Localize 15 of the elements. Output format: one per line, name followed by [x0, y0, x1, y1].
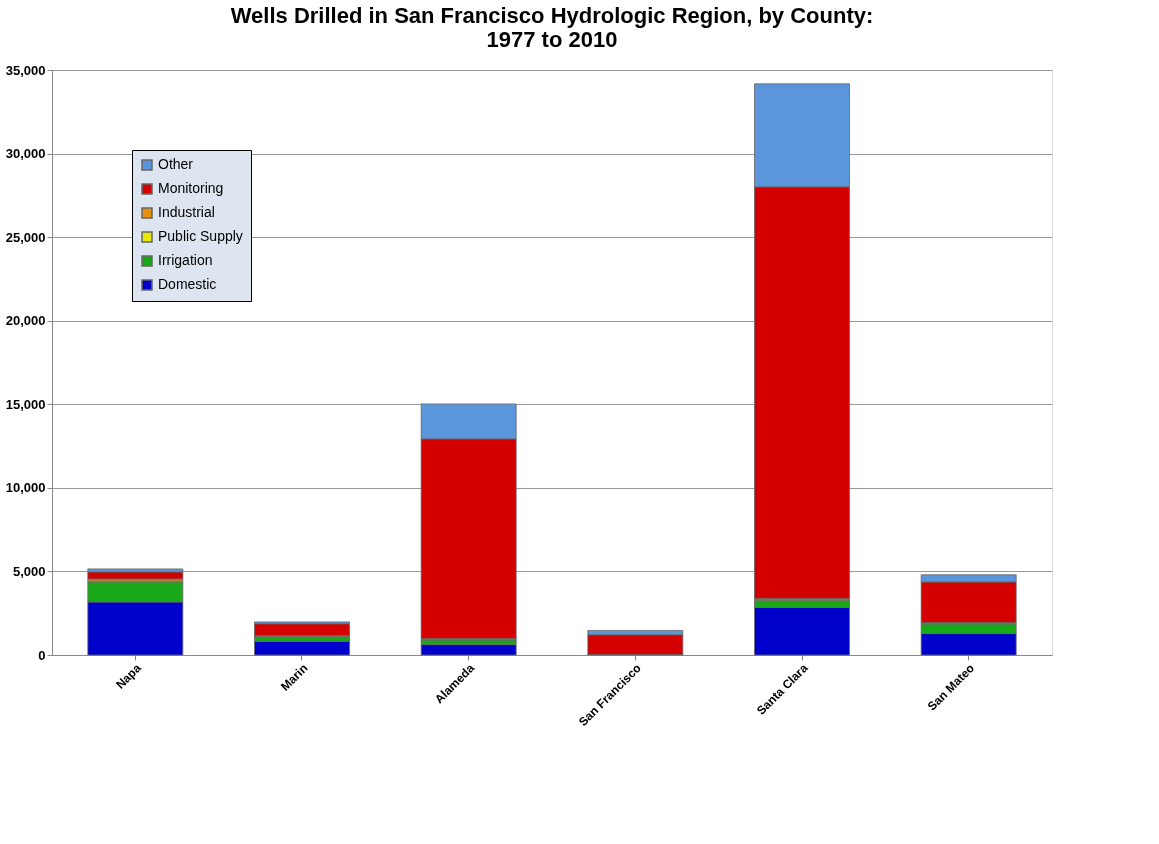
legend-label: Other	[158, 156, 194, 172]
legend-label: Public Supply	[158, 228, 243, 244]
legend-label: Domestic	[158, 276, 217, 292]
y-tick-label: 30,000	[5, 146, 46, 162]
y-tick-label: 20,000	[5, 313, 46, 329]
y-tick-label: 25,000	[5, 229, 46, 245]
y-tick-label: 5,000	[12, 563, 46, 579]
chart-title: Wells Drilled in San Francisco Hydrologic Region, by County: 1977 to 2010	[230, 3, 874, 52]
y-tick-label: 35,000	[5, 62, 46, 78]
legend-label: Monitoring	[158, 180, 224, 196]
y-tick-label: 15,000	[5, 396, 46, 412]
legend-label: Irrigation	[158, 252, 213, 268]
y-tick-label: 0	[38, 647, 46, 663]
legend-label: Industrial	[158, 204, 215, 220]
y-tick-label: 10,000	[5, 480, 46, 496]
